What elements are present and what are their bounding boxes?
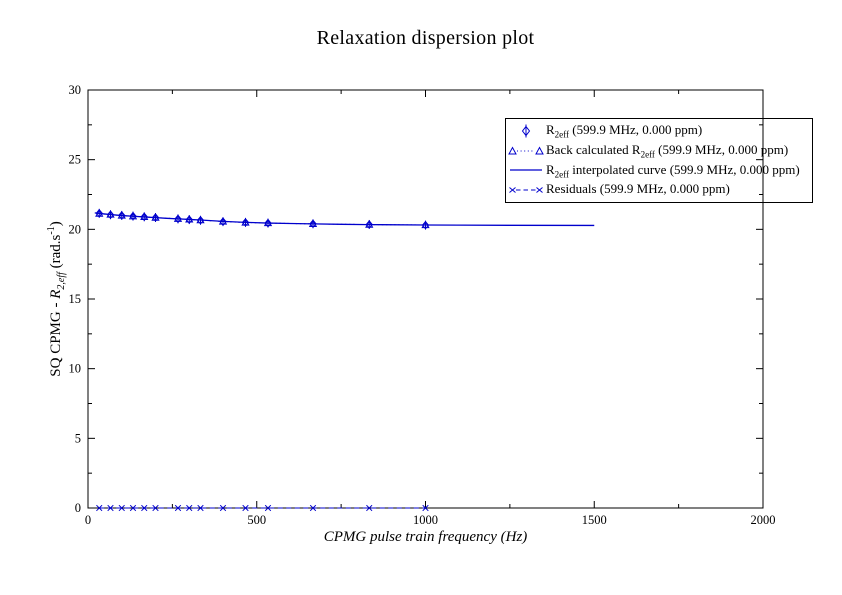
- svg-text:10: 10: [69, 362, 82, 376]
- svg-text:5: 5: [75, 431, 81, 445]
- series-residuals: [96, 504, 429, 512]
- axis-ticks: [87, 89, 764, 509]
- triangle-dotted-marker-icon: [506, 143, 546, 159]
- svg-text:1000: 1000: [413, 513, 438, 527]
- series-r2eff: [95, 208, 430, 230]
- legend-item-interpolated-curve: R2eff interpolated curve (599.9 MHz, 0.0…: [506, 161, 812, 181]
- solid-line-marker-icon: [506, 162, 546, 178]
- svg-text:2000: 2000: [751, 513, 776, 527]
- svg-text:15: 15: [69, 292, 82, 306]
- svg-text:25: 25: [69, 153, 82, 167]
- legend-item-back-calculated: Back calculated R2eff (599.9 MHz, 0.000 …: [506, 141, 812, 161]
- legend-item-residuals: Residuals (599.9 MHz, 0.000 ppm): [506, 180, 812, 200]
- svg-text:30: 30: [69, 83, 82, 97]
- svg-text:0: 0: [75, 501, 81, 515]
- x-dashed-marker-icon: [506, 182, 546, 198]
- x-tick-labels: 0 500 1000 1500 2000: [85, 513, 776, 527]
- svg-text:500: 500: [247, 513, 266, 527]
- svg-text:0: 0: [85, 513, 91, 527]
- svg-text:1500: 1500: [582, 513, 607, 527]
- x-axis-label: CPMG pulse train frequency (Hz): [323, 529, 528, 545]
- series-interpolated-curve: [94, 212, 595, 227]
- legend-box: R2eff (599.9 MHz, 0.000 ppm) Back calcul…: [505, 118, 813, 203]
- svg-text:20: 20: [69, 222, 82, 236]
- legend-item-r2eff: R2eff (599.9 MHz, 0.000 ppm): [506, 121, 812, 141]
- chart-title: Relaxation dispersion plot: [316, 27, 535, 49]
- y-tick-labels: 0 5 10 15 20 25 30: [69, 83, 82, 515]
- diamond-marker-icon: [506, 123, 546, 139]
